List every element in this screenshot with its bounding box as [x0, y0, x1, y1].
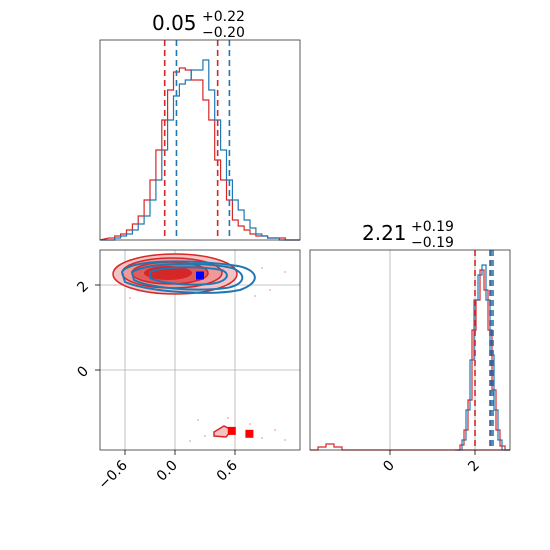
- panel-p1-marginal: 0.05 +0.22 −0.20: [99, 9, 301, 241]
- panel-p2-marginal: 2.21 +0.19 −0.19 0 2: [309, 219, 511, 476]
- p2-title-plus: +0.19: [411, 219, 454, 235]
- sample-point: [249, 423, 251, 425]
- ytick-label: 0: [74, 363, 92, 381]
- p2-title-minus: −0.19: [411, 235, 454, 251]
- xtick-label: −0.6: [95, 457, 130, 492]
- sample-point: [197, 419, 199, 421]
- blue-contour-mid: [130, 262, 244, 291]
- p1-axes-frame: [99, 39, 301, 241]
- p3-axes-frame: [309, 249, 511, 451]
- p1-title-plus: +0.22: [202, 9, 245, 25]
- red-hist-step: [99, 67, 300, 241]
- ytick-label: 2: [74, 278, 92, 296]
- truth-markers: [196, 271, 254, 438]
- p1-title-median: 0.05: [152, 11, 197, 35]
- p1-histogram-content: [99, 40, 300, 241]
- scatter-points: [114, 267, 286, 442]
- red-hist-step: [310, 443, 510, 451]
- sample-point: [269, 289, 271, 291]
- blue-square-marker: [196, 271, 204, 280]
- xtick-label: 0.6: [214, 457, 241, 484]
- red-square-marker: [245, 429, 254, 438]
- sample-point: [114, 284, 116, 286]
- sample-point: [189, 440, 191, 442]
- blue-contours: [120, 260, 256, 294]
- sample-point: [284, 439, 286, 441]
- xtick-label: 0.0: [154, 458, 181, 485]
- blue-hist-step: [100, 59, 300, 241]
- xtick-label: 0: [380, 458, 398, 476]
- sample-point: [261, 267, 263, 269]
- blue-hist-peak: [458, 264, 510, 451]
- p2-histogram-content: [310, 264, 510, 451]
- xtick-label: 2: [465, 458, 483, 476]
- sample-point: [274, 429, 276, 431]
- sample-point: [254, 295, 256, 297]
- red-hist-peak: [455, 269, 510, 451]
- p1-title-minus: −0.20: [202, 25, 245, 41]
- sample-point: [129, 297, 131, 299]
- blue-contour-inner: [149, 266, 228, 286]
- p2-title-median: 2.21: [362, 221, 407, 245]
- p2-quantile-lines: [474, 250, 494, 450]
- panel-p1-vs-p2: −0.6 0.0 0.6 2 0: [74, 249, 301, 493]
- blue-contour-outer: [120, 260, 256, 294]
- p2-axes-frame: [99, 249, 301, 451]
- red-square-marker: [227, 426, 236, 435]
- sample-point: [284, 271, 286, 273]
- sample-point: [204, 435, 206, 437]
- sample-point: [227, 417, 229, 419]
- sample-point: [261, 437, 263, 439]
